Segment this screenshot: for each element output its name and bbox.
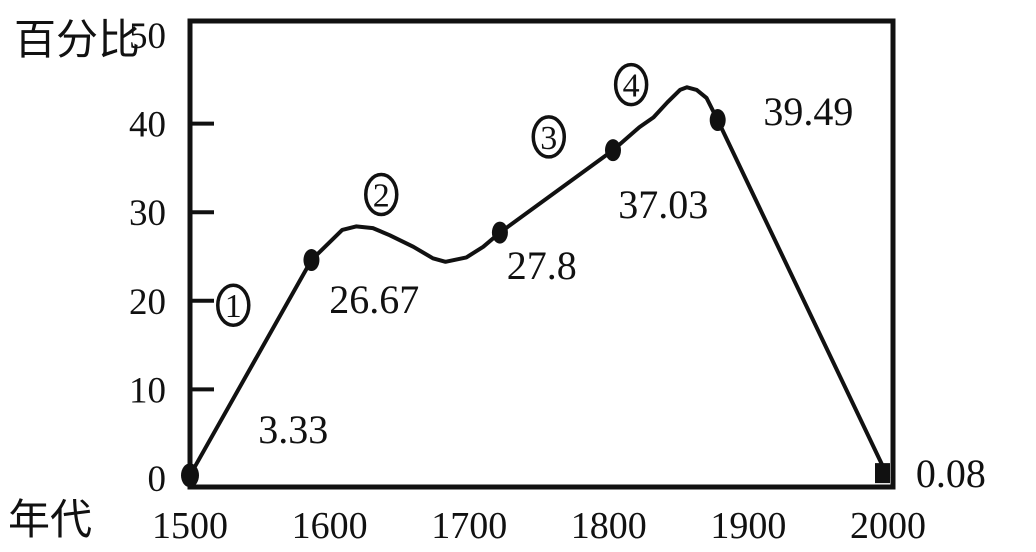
chart-frame xyxy=(187,18,896,490)
x-tick-label: 2000 xyxy=(850,505,926,547)
segment-marker-digit: 1 xyxy=(225,288,242,325)
y-tick-label: 40 xyxy=(129,105,166,146)
data-series-curve xyxy=(188,85,890,480)
point-value-label: 0.08 xyxy=(916,451,986,496)
x-tick-label: 1500 xyxy=(152,505,228,547)
x-tick-label: 1800 xyxy=(571,505,647,547)
x-axis-title: 年代 xyxy=(8,497,92,544)
y-tick-label: 0 xyxy=(148,459,167,500)
point-value-label: 27.8 xyxy=(507,243,577,288)
segment-marker-circle xyxy=(364,172,399,217)
point-value-label: 39.49 xyxy=(763,89,853,134)
y-tick-label: 50 xyxy=(129,16,166,57)
segment-marker-circle xyxy=(613,62,649,107)
data-point-dot xyxy=(181,463,199,488)
data-point-dot xyxy=(604,139,621,162)
point-value-label: 26.67 xyxy=(329,277,419,322)
data-point-square xyxy=(875,463,890,484)
segment-marker-digit: 3 xyxy=(540,120,557,157)
segment-marker-digit: 2 xyxy=(373,177,390,214)
y-tick-label: 30 xyxy=(129,193,166,234)
segment-marker-digit: 4 xyxy=(623,68,640,105)
data-point-dot xyxy=(303,249,320,272)
data-point-dot xyxy=(709,109,726,132)
x-tick-label: 1700 xyxy=(431,505,507,547)
point-value-label: 3.33 xyxy=(258,407,328,452)
x-tick-label: 1900 xyxy=(710,505,786,547)
y-axis-title: 百分比 xyxy=(14,18,140,64)
y-tick-label: 20 xyxy=(129,282,166,323)
x-tick-label: 1600 xyxy=(292,505,368,547)
segment-marker-circle xyxy=(216,283,251,327)
y-tick-label: 10 xyxy=(129,370,166,411)
point-value-label: 37.03 xyxy=(618,182,708,227)
chart-content: 0 10 20 30 40 50 1500 1600 1700 1800 1900 2000 3.33 2… xyxy=(129,16,986,547)
data-point-dot xyxy=(491,221,508,244)
segment-marker-circle xyxy=(531,115,567,159)
